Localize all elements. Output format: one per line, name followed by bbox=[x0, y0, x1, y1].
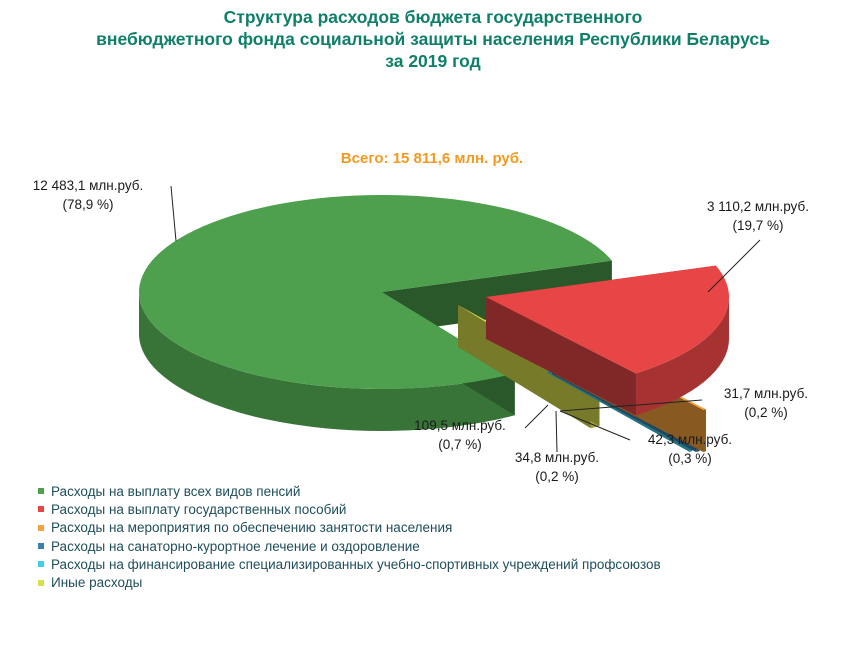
legend-label-benefits: Расходы на выплату государственных пособ… bbox=[51, 501, 347, 517]
legend-item-other: Иные расходы bbox=[38, 573, 661, 591]
legend-marker-other bbox=[38, 579, 44, 586]
legend-marker-sports bbox=[38, 561, 44, 568]
title-line-2: внебюджетного фонда социальной защиты на… bbox=[96, 29, 770, 49]
chart-title: Структура расходов бюджета государственн… bbox=[0, 6, 866, 72]
data-label-pct-employment: (0,2 %) bbox=[744, 405, 788, 420]
data-label-pensions: 12 483,1 млн.руб. (78,9 %) bbox=[33, 178, 177, 242]
data-label-other: 109,5 млн.руб. (0,7 %) bbox=[414, 404, 549, 452]
legend-item-sanatorium: Расходы на санаторно-курортное лечение и… bbox=[38, 537, 661, 555]
data-label-value-benefits: 3 110,2 млн.руб. bbox=[707, 199, 809, 214]
legend-label-employment: Расходы на мероприятия по обеспечению за… bbox=[51, 520, 453, 536]
data-label-sports: 34,8 млн.руб. (0,2 %) bbox=[515, 410, 599, 484]
legend-marker-pensions bbox=[38, 488, 44, 495]
legend-label-sanatorium: Расходы на санаторно-курортное лечение и… bbox=[51, 538, 420, 554]
chart-subtitle: Всего: 15 811,6 млн. руб. bbox=[341, 150, 523, 167]
pie-slice-benefits bbox=[486, 265, 729, 416]
legend-item-employment: Расходы на мероприятия по обеспечению за… bbox=[38, 519, 661, 537]
data-label-value-sports: 34,8 млн.руб. bbox=[515, 450, 599, 465]
data-label-pct-sanatorium: (0,3 %) bbox=[668, 451, 712, 466]
leader-line-sports bbox=[555, 410, 558, 453]
data-label-value-other: 109,5 млн.руб. bbox=[414, 418, 506, 433]
data-label-pct-benefits: (19,7 %) bbox=[732, 218, 783, 233]
legend: Расходы на выплату всех видов пенсий Рас… bbox=[38, 482, 661, 592]
legend-label-pensions: Расходы на выплату всех видов пенсий bbox=[51, 483, 301, 499]
title-line-1: Структура расходов бюджета государственн… bbox=[223, 7, 643, 27]
data-label-value-pensions: 12 483,1 млн.руб. bbox=[33, 178, 143, 193]
legend-item-sports: Расходы на финансирование специализирова… bbox=[38, 555, 661, 573]
data-label-value-employment: 31,7 млн.руб. bbox=[724, 386, 808, 401]
data-label-pct-other: (0,7 %) bbox=[438, 437, 482, 452]
leader-line-employment bbox=[559, 399, 703, 412]
legend-label-sports: Расходы на финансирование специализирова… bbox=[51, 556, 661, 572]
legend-label-other: Иные расходы bbox=[51, 575, 143, 591]
data-label-employment: 31,7 млн.руб. (0,2 %) bbox=[559, 386, 808, 420]
legend-item-pensions: Расходы на выплату всех видов пенсий bbox=[38, 482, 661, 500]
data-label-value-sanatorium: 42,3 млн.руб. bbox=[648, 432, 732, 447]
data-label-sanatorium: 42,3 млн.руб. (0,3 %) bbox=[559, 410, 732, 466]
data-label-pct-pensions: (78,9 %) bbox=[62, 197, 113, 212]
leader-line-other bbox=[524, 404, 549, 429]
data-label-pct-sports: (0,2 %) bbox=[535, 469, 579, 484]
leader-line-sanatorium bbox=[559, 410, 631, 441]
pie-labels: 12 483,1 млн.руб. (78,9 %) 3 110,2 млн.руб… bbox=[33, 178, 809, 484]
pie-slices bbox=[138, 194, 729, 453]
legend-marker-employment bbox=[38, 524, 44, 531]
legend-marker-sanatorium bbox=[38, 543, 44, 550]
legend-marker-benefits bbox=[38, 506, 44, 513]
title-line-3: за 2019 год bbox=[385, 51, 481, 71]
leader-line-benefits bbox=[707, 239, 761, 293]
data-label-benefits: 3 110,2 млн.руб. (19,7 %) bbox=[707, 199, 809, 293]
leader-line-pensions bbox=[170, 185, 177, 242]
legend-item-benefits: Расходы на выплату государственных пособ… bbox=[38, 500, 661, 518]
